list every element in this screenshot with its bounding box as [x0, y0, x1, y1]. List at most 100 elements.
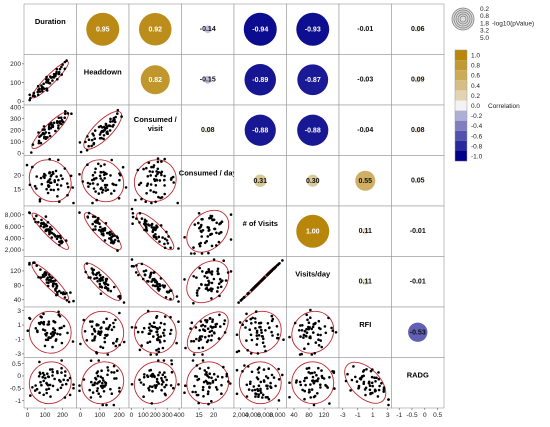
data-point: [38, 360, 41, 364]
data-point: [87, 185, 90, 188]
data-point: [106, 353, 110, 356]
data-point: [152, 234, 156, 237]
data-point: [309, 316, 312, 320]
y-tick-label: 80: [14, 283, 22, 290]
y-tick-label: 40: [14, 297, 22, 304]
data-point: [177, 300, 180, 303]
data-point: [47, 336, 51, 339]
data-point: [37, 220, 40, 224]
data-point: [99, 395, 102, 398]
data-point: [57, 72, 61, 76]
data-point: [191, 390, 194, 394]
data-point: [56, 332, 59, 336]
data-point: [250, 338, 254, 342]
data-point: [218, 294, 221, 298]
data-point: [142, 222, 146, 226]
data-point: [103, 126, 107, 129]
data-point: [244, 326, 247, 329]
data-point: [104, 186, 107, 189]
data-point: [64, 382, 68, 386]
data-point: [331, 370, 334, 373]
data-point: [163, 315, 167, 318]
data-point: [95, 351, 98, 354]
variable-label: Headdown: [84, 68, 122, 77]
data-point: [94, 228, 97, 231]
data-point: [295, 379, 298, 382]
data-point: [211, 218, 214, 222]
data-point: [47, 126, 51, 130]
data-point: [46, 323, 49, 326]
data-point: [40, 86, 44, 89]
data-point: [93, 381, 97, 385]
data-point: [311, 379, 314, 383]
data-point: [198, 226, 201, 230]
correlation-bubble: [415, 279, 421, 285]
data-point: [110, 392, 114, 396]
data-point: [190, 321, 194, 325]
data-point: [299, 324, 302, 327]
data-point: [269, 381, 272, 385]
data-point: [44, 332, 47, 336]
data-point: [47, 387, 51, 391]
data-point: [103, 227, 107, 230]
data-point: [197, 401, 200, 405]
data-point: [309, 396, 313, 399]
data-point: [99, 177, 103, 180]
data-point: [54, 235, 57, 238]
data-point: [190, 339, 193, 343]
data-point: [157, 336, 160, 339]
data-point: [99, 384, 103, 388]
data-point: [300, 352, 304, 356]
data-point: [207, 390, 210, 393]
data-point: [99, 375, 103, 379]
data-point: [99, 131, 103, 134]
data-point: [163, 184, 166, 187]
data-point: [42, 393, 45, 397]
data-point: [59, 380, 62, 383]
data-point: [63, 167, 67, 170]
data-point: [101, 381, 104, 385]
data-point: [183, 278, 186, 281]
data-point: [218, 277, 222, 281]
data-point: [192, 246, 195, 249]
data-point: [90, 144, 93, 148]
data-point: [149, 273, 152, 276]
data-point: [93, 137, 96, 140]
data-point: [217, 272, 220, 276]
data-point: [97, 216, 100, 220]
data-point: [100, 326, 103, 329]
data-point: [140, 217, 144, 220]
data-point: [152, 321, 156, 325]
data-point: [49, 75, 52, 78]
data-point: [252, 385, 256, 388]
color-legend-swatch: [455, 120, 467, 131]
data-point: [208, 316, 212, 320]
data-point: [201, 353, 204, 356]
data-point: [208, 372, 211, 376]
data-point: [210, 214, 214, 218]
data-point: [205, 320, 208, 324]
data-point: [270, 330, 273, 334]
correlation-bubble: [362, 127, 368, 133]
data-point: [28, 263, 31, 266]
data-point: [48, 368, 52, 371]
data-point: [210, 297, 213, 300]
data-point: [264, 375, 268, 378]
data-point: [54, 74, 57, 78]
data-point: [51, 370, 54, 374]
data-point: [49, 122, 53, 126]
matrix-cell: [286, 256, 340, 308]
data-point: [81, 180, 85, 183]
data-point: [169, 384, 173, 387]
data-point: [85, 339, 89, 342]
y-tick-label: 15: [14, 186, 22, 193]
x-tick-label: 4,000: [245, 412, 262, 419]
data-point: [357, 384, 361, 388]
data-point: [354, 375, 357, 379]
data-point: [215, 244, 218, 247]
data-point: [45, 187, 48, 191]
data-point: [309, 336, 312, 340]
data-point: [208, 281, 211, 284]
data-point: [254, 284, 258, 288]
y-tick-label: -1: [15, 337, 21, 344]
